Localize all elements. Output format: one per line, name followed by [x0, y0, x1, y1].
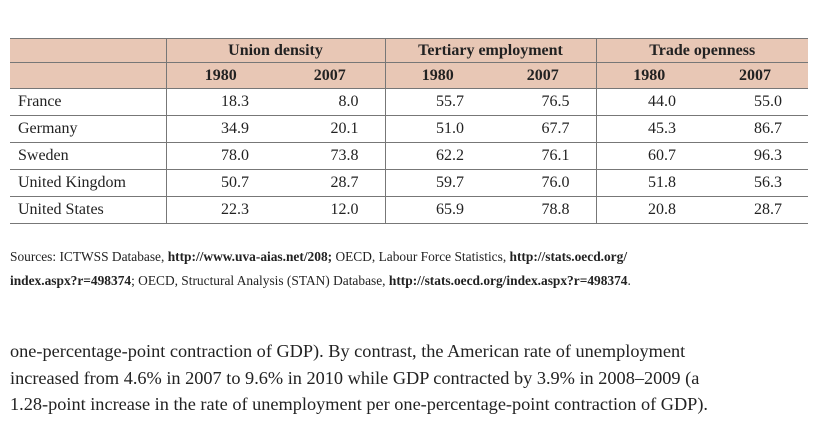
cell-value: 76.1	[490, 142, 597, 170]
cell-value: 60.7	[596, 142, 703, 170]
corner-cell	[10, 62, 167, 89]
cell-value: 45.3	[596, 115, 703, 143]
row-label: Sweden	[10, 142, 167, 170]
cell-value: 65.9	[385, 196, 491, 224]
year-header: 2007	[490, 62, 597, 89]
cell-value: 55.7	[385, 88, 491, 116]
source-text: ; OECD, Structural Analysis (STAN) Datab…	[131, 273, 389, 288]
corner-cell	[10, 38, 167, 63]
cell-value: 51.8	[596, 169, 703, 197]
cell-value: 76.0	[490, 169, 597, 197]
cell-value: 96.3	[702, 142, 809, 170]
data-row: Sweden 78.0 73.8 62.2 76.1 60.7 96.3	[10, 142, 809, 170]
cell-value: 22.3	[166, 196, 275, 224]
cell-value: 62.2	[385, 142, 491, 170]
source-link: http://www.uva-aias.net/208;	[167, 249, 333, 264]
year-header: 1980	[385, 62, 491, 89]
cell-value: 12.0	[275, 196, 386, 224]
source-link: index.aspx?r=498374	[10, 273, 132, 288]
cell-value: 78.0	[166, 142, 275, 170]
cell-value: 8.0	[275, 88, 386, 116]
cell-value: 73.8	[275, 142, 386, 170]
year-header: 1980	[596, 62, 703, 89]
cell-value: 86.7	[702, 115, 809, 143]
year-header: 1980	[166, 62, 275, 89]
body-line: increased from 4.6% in 2007 to 9.6% in 2…	[10, 367, 700, 388]
body-text: one-percentage-point contraction of GDP)…	[10, 338, 708, 418]
cell-value: 67.7	[490, 115, 597, 143]
cell-value: 51.0	[385, 115, 491, 143]
body-line: 1.28-point increase in the rate of unemp…	[10, 394, 708, 414]
row-label: France	[10, 88, 167, 116]
data-row: France 18.3 8.0 55.7 76.5 44.0 55.0	[10, 88, 809, 116]
cell-value: 76.5	[490, 88, 597, 116]
source-text: Sources: ICTWSS Database,	[10, 249, 168, 264]
cell-value: 20.1	[275, 115, 386, 143]
cell-value: 28.7	[275, 169, 386, 197]
sources-line: index.aspx?r=498374; OECD, Structural An…	[10, 269, 631, 293]
cell-value: 44.0	[596, 88, 703, 116]
sources-note: Sources: ICTWSS Database, http://www.uva…	[10, 245, 631, 293]
year-header: 2007	[702, 62, 809, 89]
cell-value: 20.8	[596, 196, 703, 224]
data-row: Germany 34.9 20.1 51.0 67.7 45.3 86.7	[10, 115, 809, 143]
row-label: Germany	[10, 115, 167, 143]
body-line: one-percentage-point contraction of GDP)…	[10, 341, 686, 361]
year-header-row: 1980 2007 1980 2007 1980 2007	[10, 62, 809, 89]
cell-value: 55.0	[702, 88, 809, 116]
source-text: OECD, Labour Force Statistics,	[332, 249, 510, 264]
cell-value: 59.7	[385, 169, 491, 197]
row-label: United Kingdom	[10, 169, 167, 197]
year-header: 2007	[275, 62, 386, 89]
source-text: .	[627, 273, 631, 288]
cell-value: 56.3	[702, 169, 809, 197]
source-link: http://stats.oecd.org/	[509, 249, 628, 264]
group-header: Tertiary employment	[385, 38, 597, 63]
source-link: http://stats.oecd.org/index.aspx?r=49837…	[388, 273, 628, 288]
data-row: United States 22.3 12.0 65.9 78.8 20.8 28.7	[10, 196, 809, 224]
sources-line: Sources: ICTWSS Database, http://www.uva…	[10, 245, 631, 269]
group-header-row: Union density Tertiary employment Trade op…	[10, 38, 809, 63]
data-table: Union density Tertiary employment Trade op…	[10, 38, 809, 224]
cell-value: 34.9	[166, 115, 275, 143]
cell-value: 18.3	[166, 88, 275, 116]
group-header: Trade openness	[596, 38, 809, 63]
cell-value: 28.7	[702, 196, 809, 224]
cell-value: 78.8	[490, 196, 597, 224]
group-header: Union density	[166, 38, 386, 63]
cell-value: 50.7	[166, 169, 275, 197]
row-label: United States	[10, 196, 167, 224]
data-row: United Kingdom 50.7 28.7 59.7 76.0 51.8 56.3	[10, 169, 809, 197]
